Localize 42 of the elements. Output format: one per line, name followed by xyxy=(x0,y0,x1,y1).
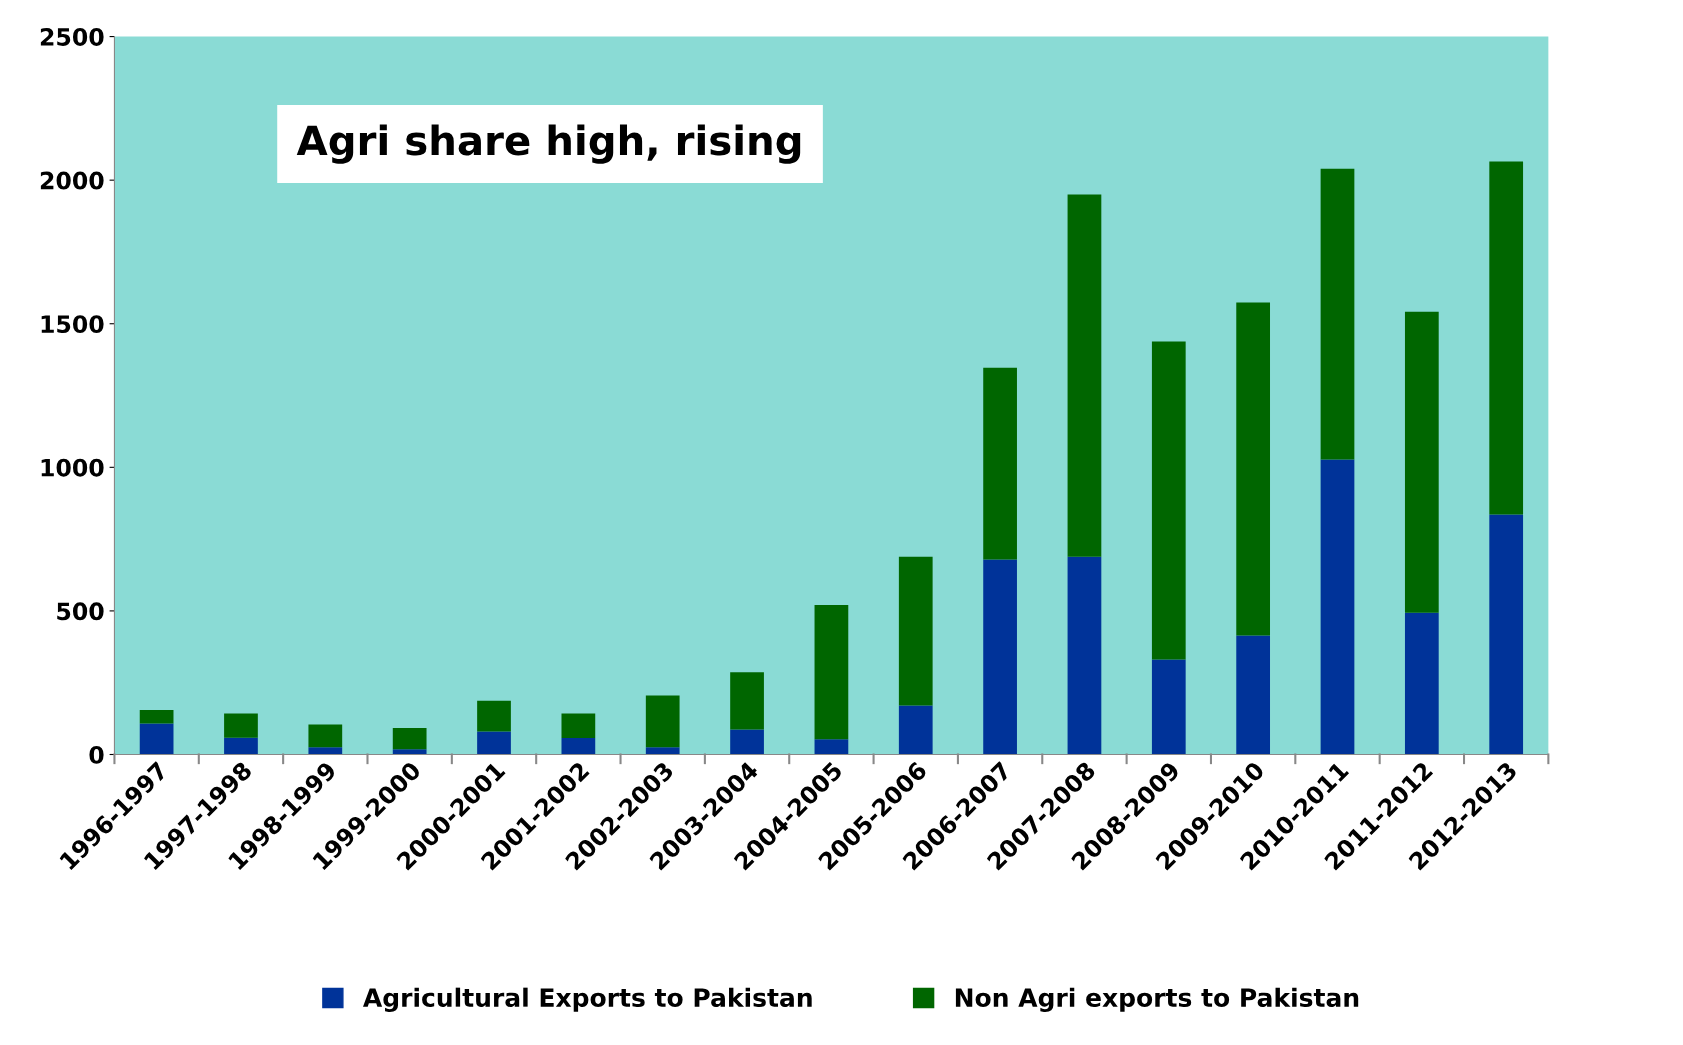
legend-label: Non Agri exports to Pakistan xyxy=(955,987,1359,1013)
y-tick-label: 2000 xyxy=(40,171,104,190)
bar xyxy=(392,749,427,755)
annotation: Agri share high, rising xyxy=(296,124,801,164)
bar xyxy=(1151,659,1186,755)
bar xyxy=(477,731,511,755)
bar xyxy=(645,747,680,755)
bar xyxy=(392,728,427,750)
bar xyxy=(1404,612,1439,755)
bar xyxy=(561,738,596,755)
bar xyxy=(730,672,764,730)
bar xyxy=(1067,556,1102,755)
y-tick-label: 1000 xyxy=(41,458,104,477)
bar xyxy=(730,729,764,755)
bar xyxy=(139,723,174,755)
bar xyxy=(983,367,1017,560)
bar xyxy=(1151,341,1186,660)
bar xyxy=(224,737,258,755)
bar xyxy=(1236,635,1271,755)
bar xyxy=(814,604,849,740)
y-tick-label: 500 xyxy=(57,602,104,621)
bar xyxy=(814,739,849,755)
bar xyxy=(561,713,596,739)
bar xyxy=(1489,161,1524,515)
bar xyxy=(898,705,933,755)
y-tick-label: 2500 xyxy=(40,28,104,46)
bar xyxy=(645,695,680,748)
bar xyxy=(224,713,258,738)
bar xyxy=(308,724,343,748)
bar xyxy=(1320,459,1355,755)
bar xyxy=(308,747,343,755)
y-tick-label: 1500 xyxy=(41,315,104,334)
bar xyxy=(1404,311,1439,613)
bar xyxy=(139,709,174,724)
bar xyxy=(477,700,511,732)
bar xyxy=(1320,168,1355,460)
bar xyxy=(1236,302,1271,636)
bar xyxy=(1489,514,1524,755)
bar xyxy=(898,556,933,706)
bar xyxy=(983,559,1017,755)
legend-label: Agricultural Exports to Pakistan xyxy=(363,987,812,1013)
bar xyxy=(1067,194,1102,557)
